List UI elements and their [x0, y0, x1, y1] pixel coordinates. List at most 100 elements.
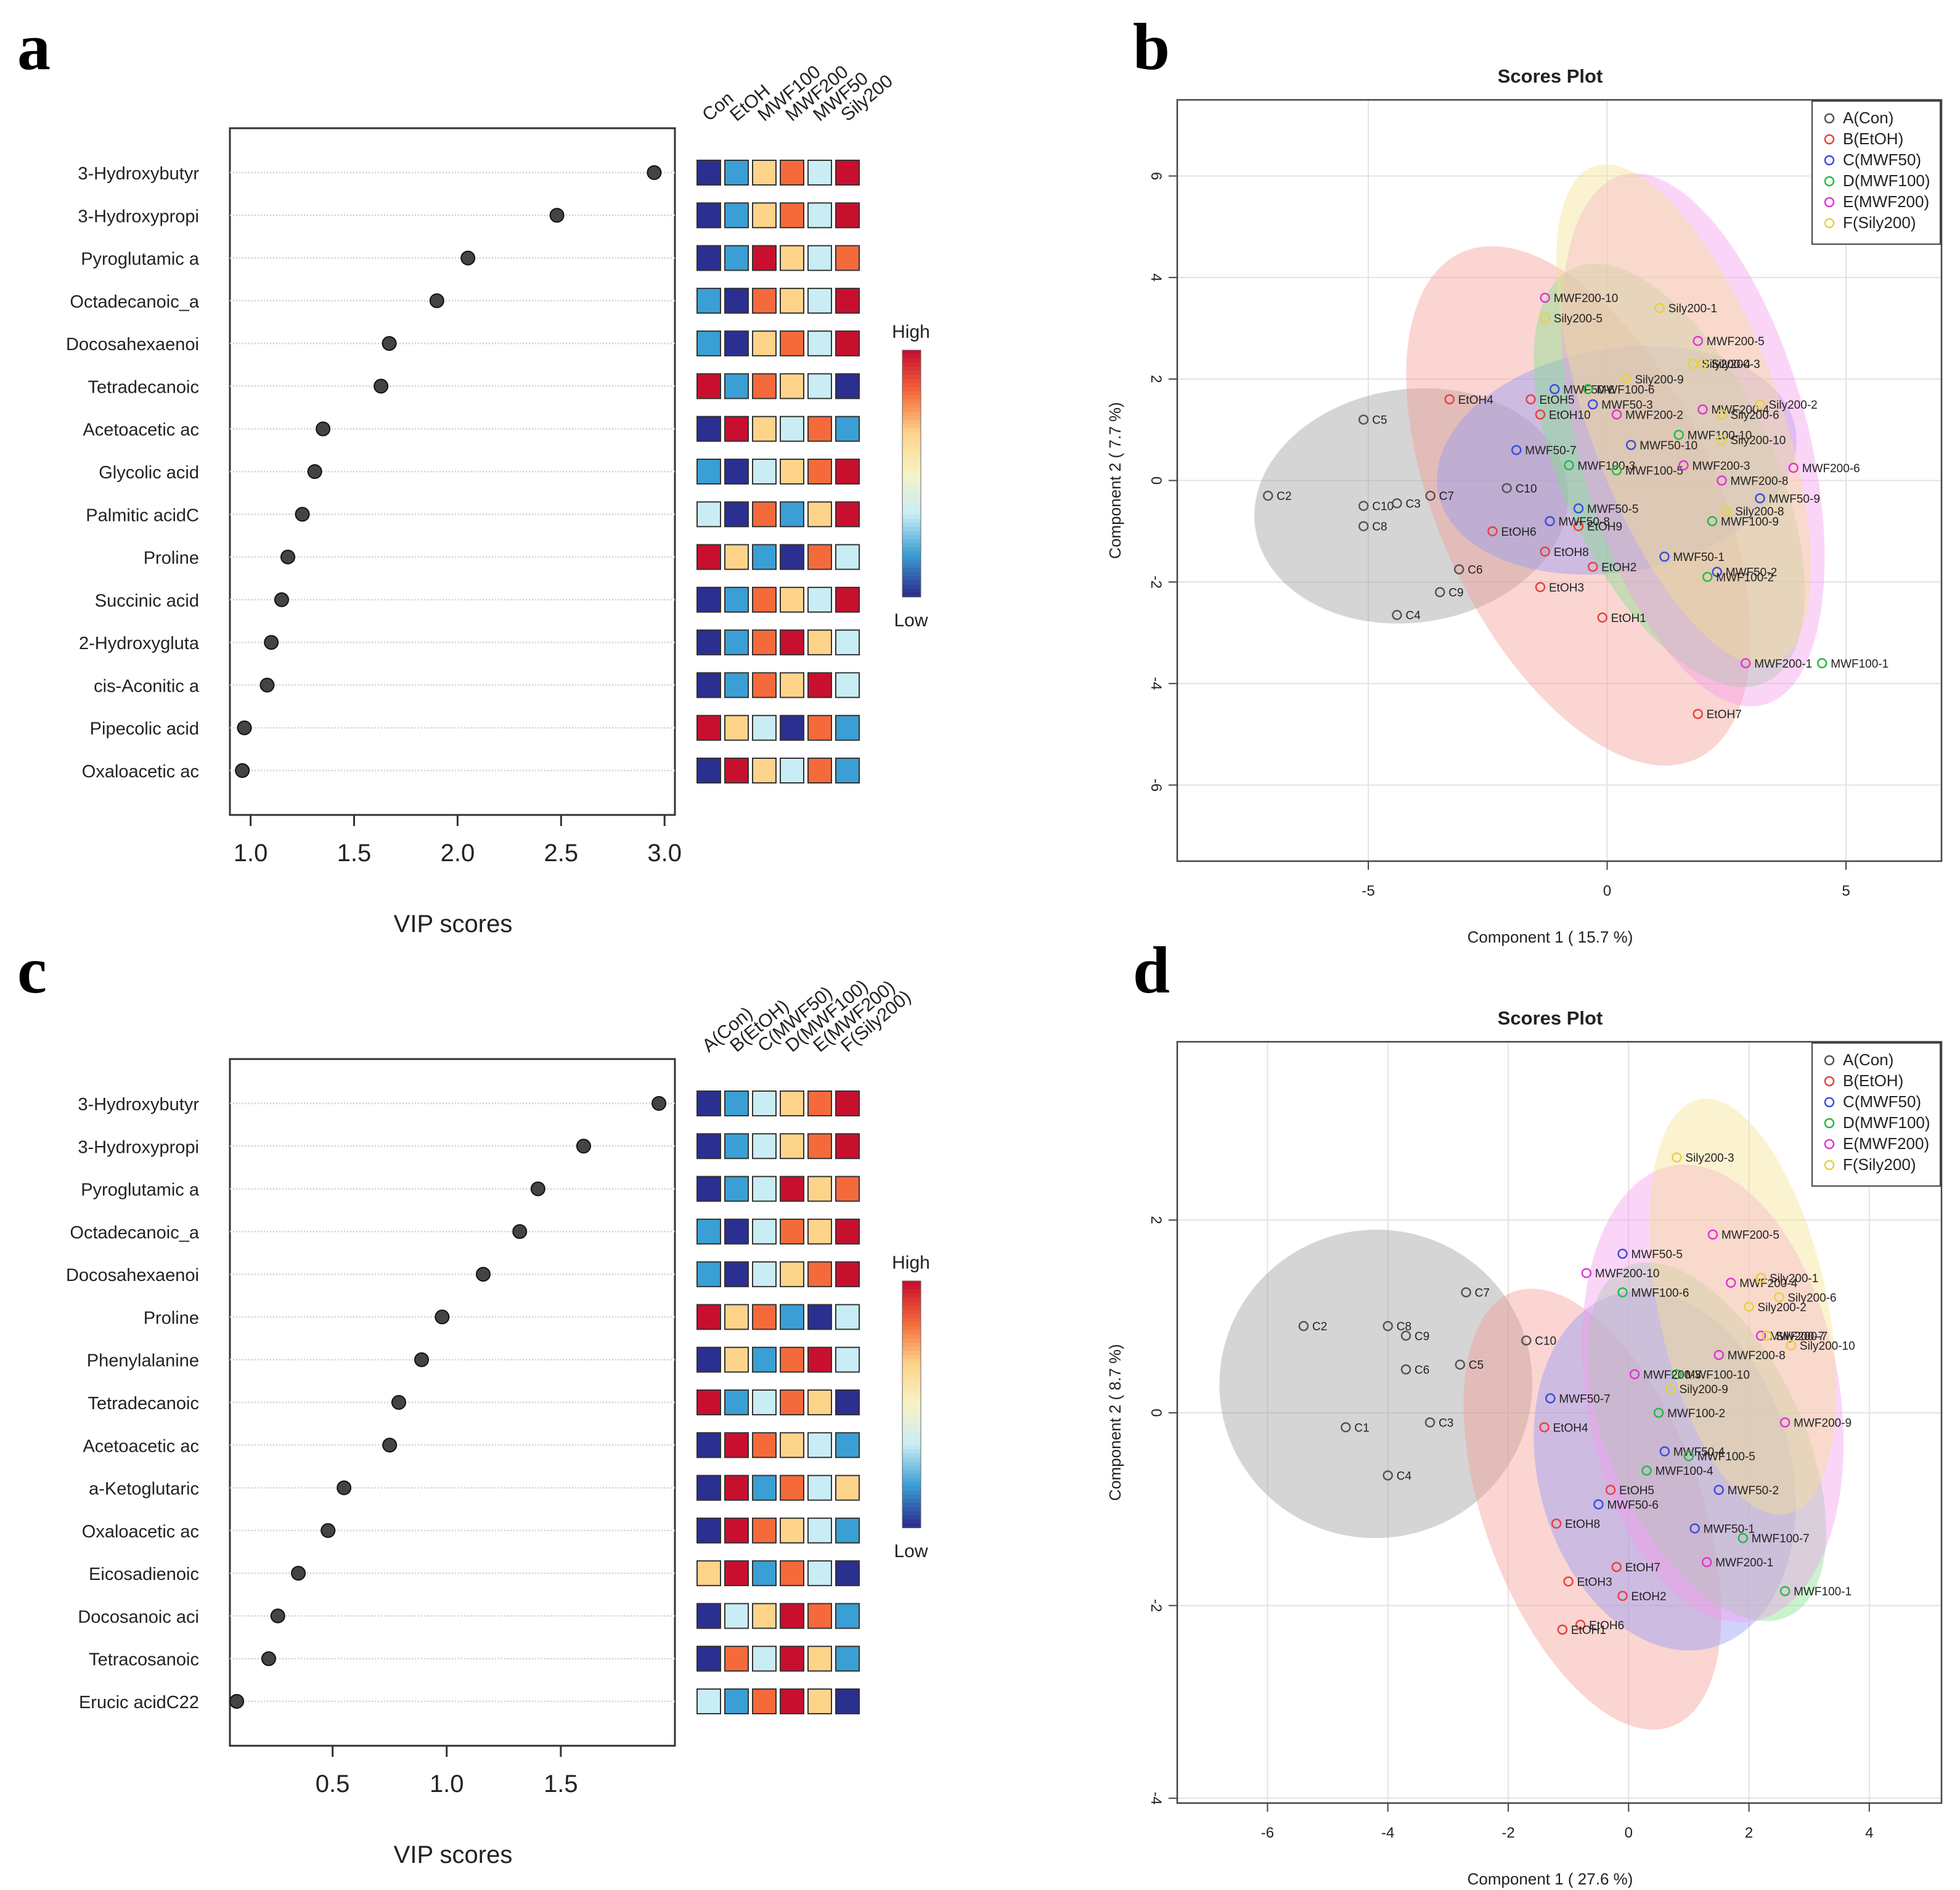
heatmap-cell: [780, 1218, 804, 1245]
sample-point: [1511, 444, 1522, 456]
heatmap-cell: [752, 1475, 777, 1501]
heatmap-cell: [696, 373, 721, 399]
vip-metabolite-label: Octadecanoic_a: [70, 292, 199, 312]
color-scale-segment: [902, 1363, 921, 1368]
heatmap-cell: [807, 1218, 832, 1245]
color-scale-segment: [902, 1425, 921, 1430]
sample-point: [1545, 516, 1555, 526]
sample-point-label: C5: [1372, 414, 1387, 427]
vip-metabolite-label: Oxaloacetic ac: [82, 762, 199, 782]
vip-x-tick-label: 2.0: [441, 840, 475, 867]
color-scale-segment: [902, 1515, 921, 1520]
color-scale-segment: [902, 420, 921, 425]
color-scale-segment: [902, 1285, 921, 1290]
vip-score-point: [647, 165, 662, 180]
vip-metabolite-label: Acetoacetic ac: [83, 1436, 199, 1456]
sample-point-label: EtOH8: [1565, 1518, 1600, 1531]
heatmap-cell: [696, 459, 721, 485]
sample-point-label: MWF100-7: [1752, 1532, 1810, 1545]
sample-point-label: C10: [1516, 483, 1537, 496]
color-scale-segment: [902, 1367, 921, 1372]
color-scale-segment: [902, 354, 921, 359]
scores-y-tick-label: 0: [1148, 1409, 1164, 1417]
sample-point-label: MWF50-9: [1769, 493, 1820, 505]
sample-point-label: MWF50-6: [1607, 1499, 1658, 1512]
sample-point: [1788, 462, 1799, 473]
sample-point-label: MWF50-6: [1563, 383, 1614, 396]
color-scale-segment: [902, 1454, 921, 1458]
confidence-ellipse-5: [1556, 164, 1811, 665]
color-scale-segment: [902, 432, 921, 437]
heatmap-cell: [724, 1346, 749, 1373]
color-scale-segment: [902, 1449, 921, 1454]
heatmap-cell: [752, 1261, 777, 1288]
heatmap-cell: [752, 202, 777, 229]
sample-point-label: MWF100-2: [1667, 1407, 1725, 1420]
sample-point: [1678, 460, 1689, 471]
color-scale-segment: [902, 1322, 921, 1327]
color-scale-segment: [902, 1412, 921, 1417]
heatmap-cell: [807, 758, 832, 783]
vip-metabolite-label: Proline: [144, 1308, 199, 1328]
sample-point: [1535, 582, 1546, 592]
scores-legend-marker: [1824, 1076, 1835, 1087]
heatmap-cell: [807, 629, 832, 656]
heatmap-cell: [696, 1432, 721, 1458]
heatmap-cell: [807, 501, 832, 528]
heatmap-cell: [752, 1517, 777, 1544]
color-scale-segment: [902, 449, 921, 454]
sample-point-label: MWF200-10: [1554, 292, 1619, 305]
heatmap-cell: [780, 1560, 804, 1587]
sample-point-label: Sily200-6: [1787, 1291, 1836, 1304]
color-scale-segment: [902, 1346, 921, 1352]
color-scale-segment: [902, 399, 921, 404]
color-scale-segment: [902, 1441, 921, 1446]
sample-point: [1535, 409, 1546, 420]
heatmap-cell: [835, 1645, 860, 1672]
scores-y-tick-label: 2: [1148, 1216, 1164, 1224]
vip-x-tick-label: 1.5: [337, 840, 372, 867]
color-scale-segment: [902, 1383, 921, 1389]
heatmap-cell: [724, 160, 749, 186]
color-scale-segment: [902, 1281, 921, 1286]
sample-point-label: C8: [1397, 1320, 1411, 1333]
heatmap-cell: [724, 459, 749, 485]
color-scale-segment: [902, 452, 921, 458]
heatmap-cell: [752, 758, 777, 783]
scores-y-tick-label: -4: [1148, 1792, 1164, 1805]
vip-metabolite-label: 3-Hydroxypropi: [78, 207, 199, 226]
heatmap-cell: [696, 1603, 721, 1629]
sample-point-label: C9: [1415, 1330, 1429, 1343]
scores-legend-marker: [1824, 1097, 1835, 1108]
heatmap-cell: [835, 1133, 860, 1160]
vip-score-point: [382, 336, 397, 351]
heatmap-cell: [780, 330, 804, 357]
color-scale-segment: [902, 1318, 921, 1323]
heatmap-cell: [696, 1176, 721, 1202]
sample-point: [1713, 1484, 1724, 1495]
confidence-ellipse-0: [1219, 1229, 1532, 1539]
color-scale-high-label: High: [892, 1253, 930, 1273]
heatmap-cell: [835, 1218, 860, 1245]
color-scale-segment: [902, 1433, 921, 1438]
scores-x-tick-label: 5: [1842, 883, 1850, 899]
sample-point-label: EtOH6: [1501, 526, 1537, 539]
sample-point-label: C10: [1372, 501, 1394, 513]
sample-point-label: MWF200-2: [1625, 409, 1683, 422]
sample-point-label: Sily200-1: [1668, 303, 1717, 316]
heatmap-cell: [807, 1432, 832, 1458]
sample-point-label: EtOH7: [1707, 708, 1742, 721]
heatmap-cell: [835, 758, 860, 783]
heatmap-cell: [780, 287, 804, 314]
vip-score-point: [307, 464, 322, 479]
scores-legend-entry: C(MWF50): [1843, 1092, 1921, 1111]
scores-y-axis-label: Component 2 ( 8.7 %): [1106, 1344, 1124, 1500]
sample-point-label: MWF200-9: [1794, 1417, 1852, 1430]
confidence-ellipse-4: [1561, 173, 1825, 706]
sample-point: [1702, 571, 1713, 583]
vip-metabolite-label: Pipecolic acid: [90, 719, 199, 739]
vip-x-tick-label: 1.0: [234, 840, 268, 867]
sample-point: [1593, 1499, 1604, 1510]
vip-metabolite-label: cis-Aconitic a: [94, 676, 200, 696]
vip-metabolite-label: Docosahexaenoi: [66, 335, 199, 354]
